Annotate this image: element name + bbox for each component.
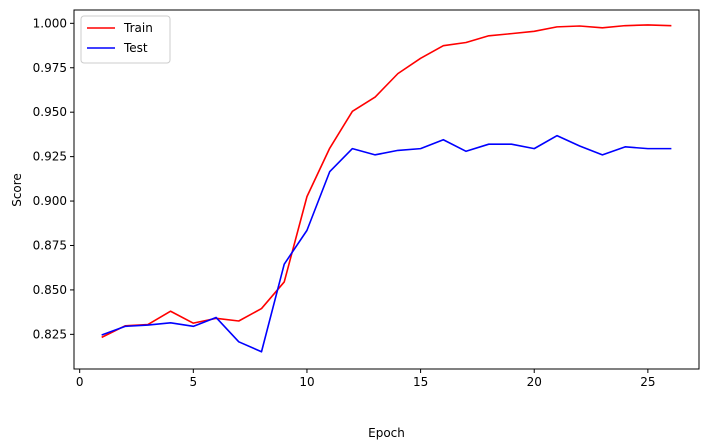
- y-tick-label: 0.875: [33, 238, 67, 252]
- y-axis: 0.825 0.850 0.875 0.900 0.925 0.950 0.975 1.000: [33, 16, 74, 341]
- y-tick-label: 0.900: [33, 194, 67, 208]
- series-line-train: [101, 24, 672, 339]
- x-tick-label: 25: [640, 375, 655, 389]
- y-tick-label: 0.825: [33, 327, 67, 341]
- x-axis: 0 5 10 15 20 25: [76, 369, 656, 389]
- x-axis-label: Epoch: [368, 426, 405, 440]
- axes-frame: [73, 9, 700, 370]
- y-axis-label: Score: [10, 173, 24, 207]
- legend-label-test: Test: [123, 41, 148, 55]
- x-tick-label: 5: [189, 375, 197, 389]
- x-tick-label: 20: [527, 375, 542, 389]
- legend-label-train: Train: [123, 21, 153, 35]
- series-layer: [101, 24, 672, 353]
- y-tick-label: 0.925: [33, 150, 67, 164]
- x-tick-label: 15: [413, 375, 428, 389]
- y-tick-label: 1.000: [33, 16, 67, 30]
- x-tick-label: 0: [76, 375, 84, 389]
- x-tick-label: 10: [299, 375, 314, 389]
- y-tick-label: 0.850: [33, 283, 67, 297]
- plot-area: [73, 9, 700, 370]
- series-line-test: [101, 134, 672, 353]
- y-tick-label: 0.975: [33, 61, 67, 75]
- legend: Train Test: [80, 15, 171, 64]
- y-tick-label: 0.950: [33, 105, 67, 119]
